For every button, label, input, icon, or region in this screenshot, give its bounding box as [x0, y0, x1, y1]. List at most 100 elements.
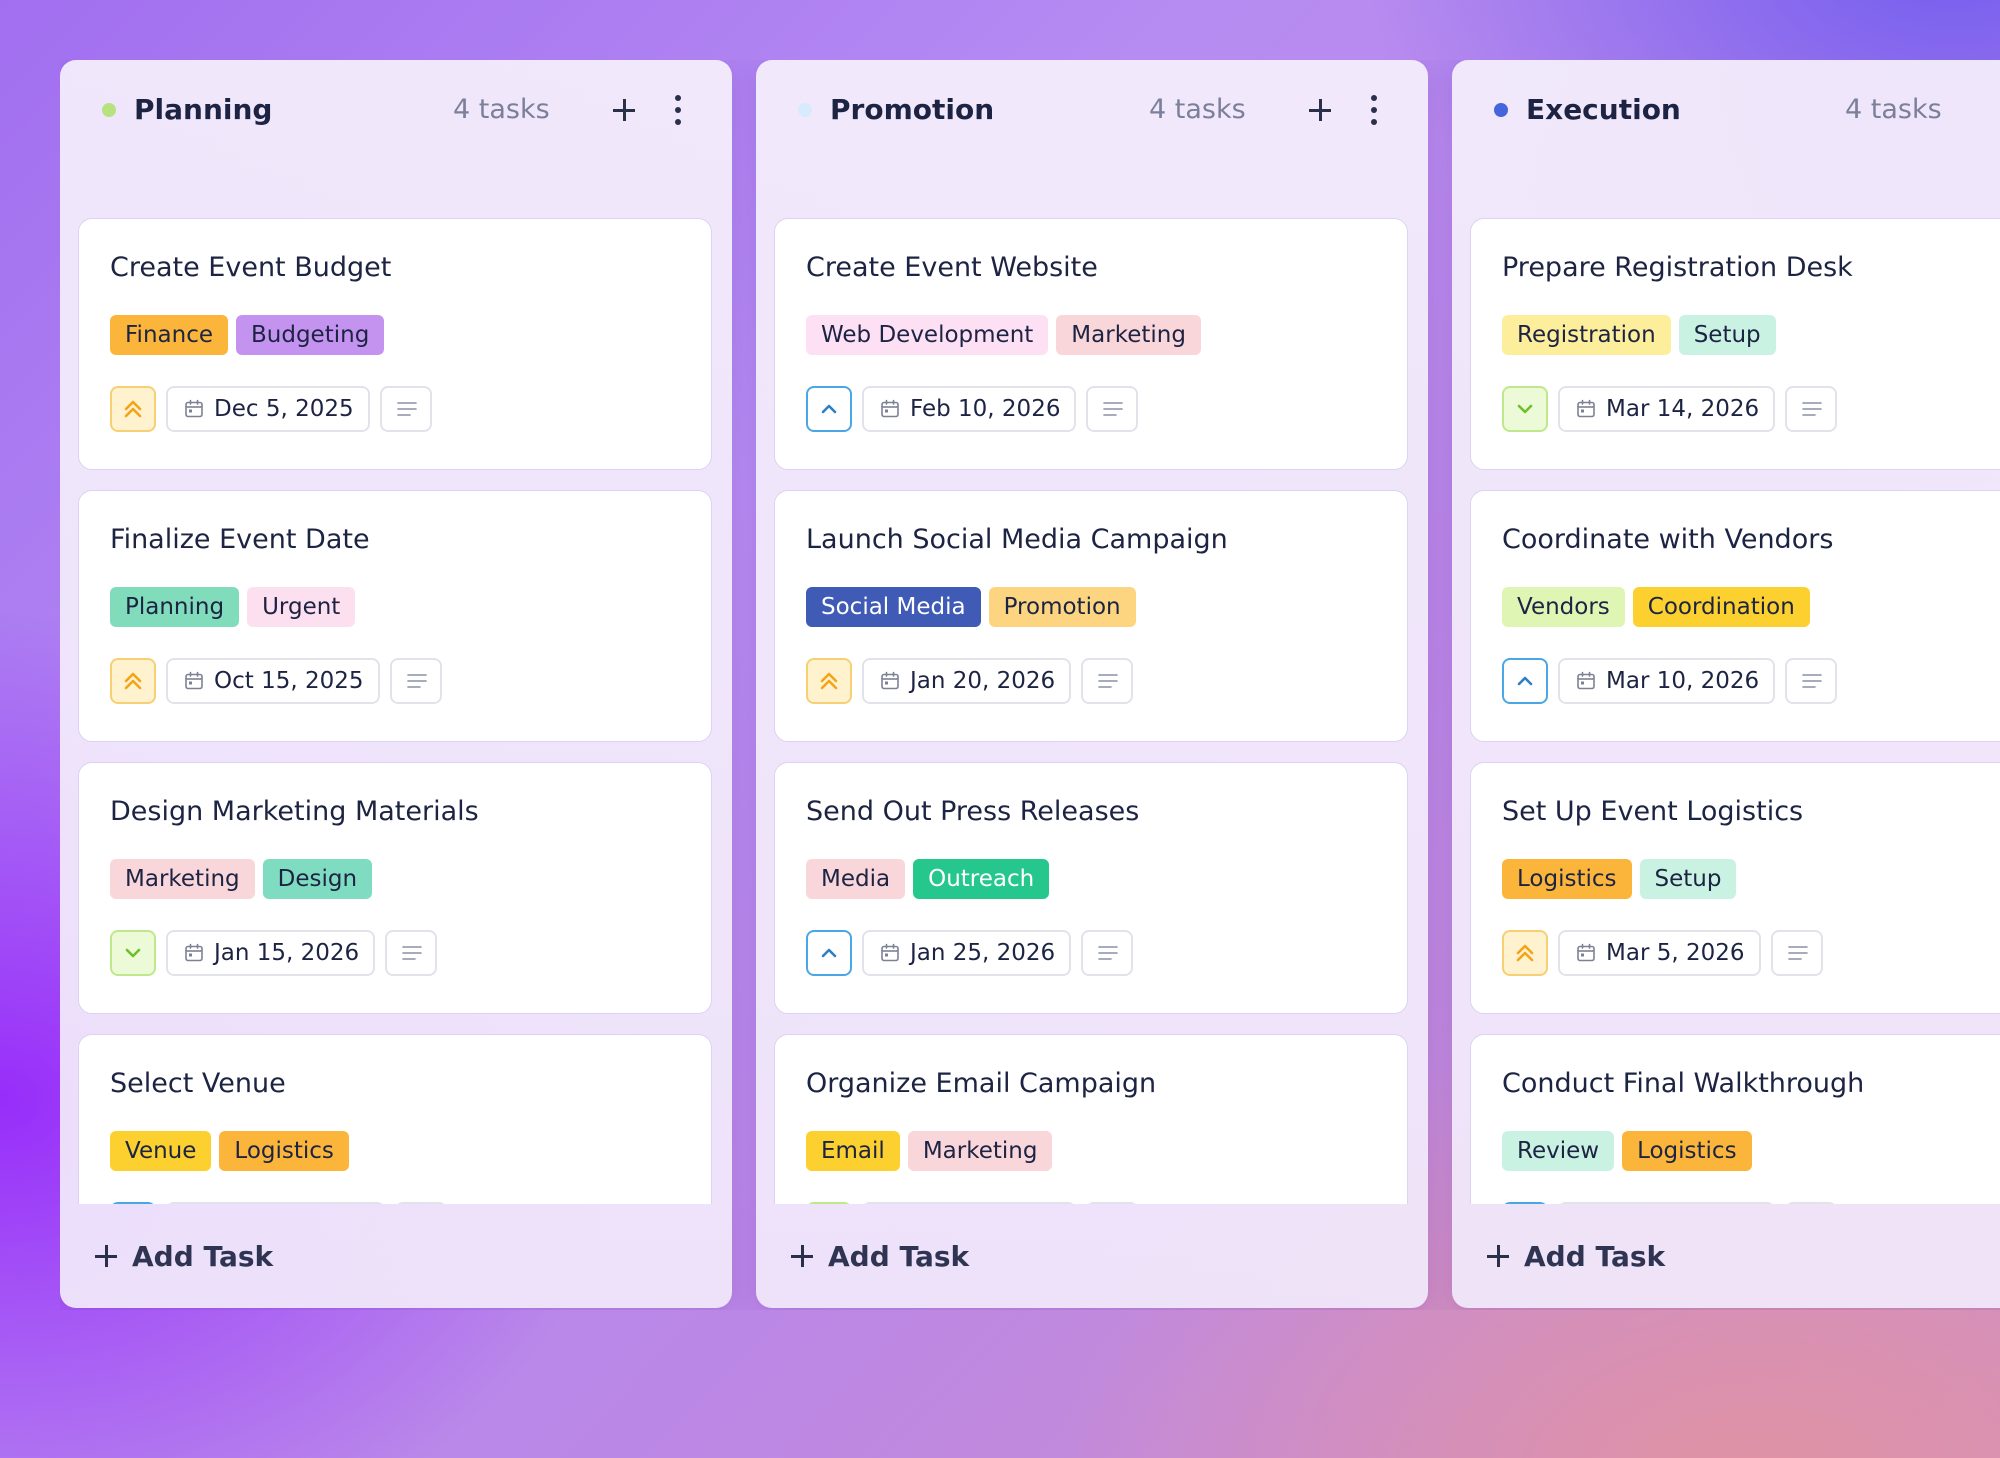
tag-vendors: Vendors: [1502, 587, 1625, 627]
plus-icon: [790, 1244, 814, 1268]
add-task-button[interactable]: Add Task: [94, 1236, 273, 1276]
tag-coordination: Coordination: [1632, 587, 1810, 627]
calendar-icon: [1576, 399, 1596, 419]
description-icon[interactable]: [1081, 930, 1134, 976]
calendar-icon: [184, 943, 204, 963]
add-task-button[interactable]: Add Task: [1486, 1236, 1665, 1276]
task-card[interactable]: Create Event Website Web Development Marke…: [774, 218, 1408, 470]
tag-planning: Planning: [110, 587, 240, 627]
task-meta: Jan 15, 2026: [110, 930, 438, 980]
tag-list: Email Marketing: [806, 1131, 1053, 1171]
due-date: Mar 14, 2026: [1606, 396, 1760, 422]
task-card[interactable]: Finalize Event Date Planning Urgent Oct 15,…: [78, 490, 712, 742]
column-promotion: Promotion 4 tasks Create Event Website Web …: [756, 60, 1428, 1308]
column-header: Execution 4 tasks: [1452, 60, 2000, 158]
task-title: Finalize Event Date: [110, 524, 370, 555]
description-icon[interactable]: [1785, 386, 1838, 432]
task-card[interactable]: Design Marketing Materials Marketing Desig…: [78, 762, 712, 1014]
column-header: Promotion 4 tasks: [756, 60, 1428, 158]
add-task-plus-icon[interactable]: [606, 92, 642, 128]
more-options-icon[interactable]: [668, 92, 688, 128]
due-date: Oct 15, 2025: [214, 668, 364, 694]
add-task-button[interactable]: Add Task: [790, 1236, 969, 1276]
description-icon[interactable]: [1081, 658, 1134, 704]
status-dot-icon: [798, 103, 812, 117]
task-card[interactable]: Launch Social Media Campaign Social Media…: [774, 490, 1408, 742]
task-card[interactable]: Set Up Event Logistics Logistics Setup Mar …: [1470, 762, 2000, 1014]
due-date-chip[interactable]: Oct 15, 2025: [166, 658, 380, 704]
task-card[interactable]: Coordinate with Vendors Vendors Coordinati…: [1470, 490, 2000, 742]
tag-setup: Setup: [1639, 859, 1737, 899]
priority-badge[interactable]: [110, 658, 156, 704]
due-date-chip[interactable]: Jan 20, 2026: [862, 658, 1072, 704]
priority-badge[interactable]: [806, 386, 852, 432]
tag-list: Marketing Design: [110, 859, 373, 899]
description-icon[interactable]: [1785, 658, 1838, 704]
priority-badge[interactable]: [110, 930, 156, 976]
task-title: Create Event Budget: [110, 252, 392, 283]
tag-setup: Setup: [1678, 315, 1776, 355]
add-task-label: Add Task: [828, 1239, 970, 1273]
priority-badge[interactable]: [110, 386, 156, 432]
tag-list: Review Logistics: [1502, 1131, 1752, 1171]
priority-badge[interactable]: [1502, 930, 1548, 976]
task-title: Conduct Final Walkthrough: [1502, 1068, 1865, 1099]
due-date-chip[interactable]: Dec 5, 2025: [166, 386, 370, 432]
due-date-chip[interactable]: Mar 10, 2026: [1558, 658, 1776, 704]
tag-social-media: Social Media: [806, 587, 981, 627]
column-title: Promotion: [830, 93, 995, 126]
tag-urgent: Urgent: [247, 587, 356, 627]
task-meta: Mar 10, 2026: [1502, 658, 1838, 708]
description-icon[interactable]: [385, 930, 438, 976]
tag-marketing: Marketing: [907, 1131, 1053, 1171]
column-execution: Execution 4 tasks Prepare Registration Des…: [1452, 60, 2000, 1308]
task-meta: Mar 5, 2026: [1502, 930, 1823, 980]
status-dot-icon: [1494, 103, 1508, 117]
more-options-icon[interactable]: [1364, 92, 1384, 128]
calendar-icon: [880, 399, 900, 419]
tag-registration: Registration: [1502, 315, 1671, 355]
due-date-chip[interactable]: Mar 14, 2026: [1558, 386, 1776, 432]
tag-list: Vendors Coordination: [1502, 587, 1810, 627]
due-date: Dec 5, 2025: [214, 396, 354, 422]
tag-outreach: Outreach: [913, 859, 1050, 899]
description-icon[interactable]: [1086, 386, 1139, 432]
task-meta: Dec 5, 2025: [110, 386, 432, 436]
task-meta: Mar 12, 2026: [1502, 1202, 1838, 1204]
priority-badge[interactable]: [806, 930, 852, 976]
tag-logistics: Logistics: [219, 1131, 349, 1171]
due-date-chip[interactable]: Jan 15, 2026: [166, 930, 376, 976]
tag-list: Media Outreach: [806, 859, 1050, 899]
task-card[interactable]: Send Out Press Releases Media Outreach Jan …: [774, 762, 1408, 1014]
task-title: Prepare Registration Desk: [1502, 252, 1853, 283]
task-title: Organize Email Campaign: [806, 1068, 1157, 1099]
task-count: 4 tasks: [1149, 94, 1246, 125]
priority-badge[interactable]: [1502, 386, 1548, 432]
card-list: Create Event Website Web Development Marke…: [774, 158, 1410, 1204]
due-date-chip[interactable]: Mar 5, 2026: [1558, 930, 1761, 976]
task-title: Create Event Website: [806, 252, 1098, 283]
due-date: Jan 20, 2026: [910, 668, 1056, 694]
description-icon[interactable]: [1770, 930, 1823, 976]
priority-badge[interactable]: [806, 658, 852, 704]
task-card[interactable]: Prepare Registration Desk Registration Set…: [1470, 218, 2000, 470]
tag-logistics: Logistics: [1622, 1131, 1752, 1171]
due-date-chip[interactable]: Feb 10, 2026: [862, 386, 1077, 432]
task-title: Design Marketing Materials: [110, 796, 479, 827]
task-meta: Jan 25, 2026: [806, 930, 1134, 980]
tag-promotion: Promotion: [988, 587, 1136, 627]
task-card[interactable]: Create Event Budget Finance Budgeting Dec 5…: [78, 218, 712, 470]
task-title: Send Out Press Releases: [806, 796, 1140, 827]
status-dot-icon: [102, 103, 116, 117]
task-card[interactable]: Conduct Final Walkthrough Review Logistics…: [1470, 1034, 2000, 1204]
add-task-plus-icon[interactable]: [1302, 92, 1338, 128]
description-icon[interactable]: [379, 386, 432, 432]
description-icon[interactable]: [389, 658, 442, 704]
calendar-icon: [880, 671, 900, 691]
due-date-chip[interactable]: Jan 25, 2026: [862, 930, 1072, 976]
priority-badge[interactable]: [1502, 658, 1548, 704]
tag-email: Email: [806, 1131, 900, 1171]
due-date: Mar 10, 2026: [1606, 668, 1760, 694]
